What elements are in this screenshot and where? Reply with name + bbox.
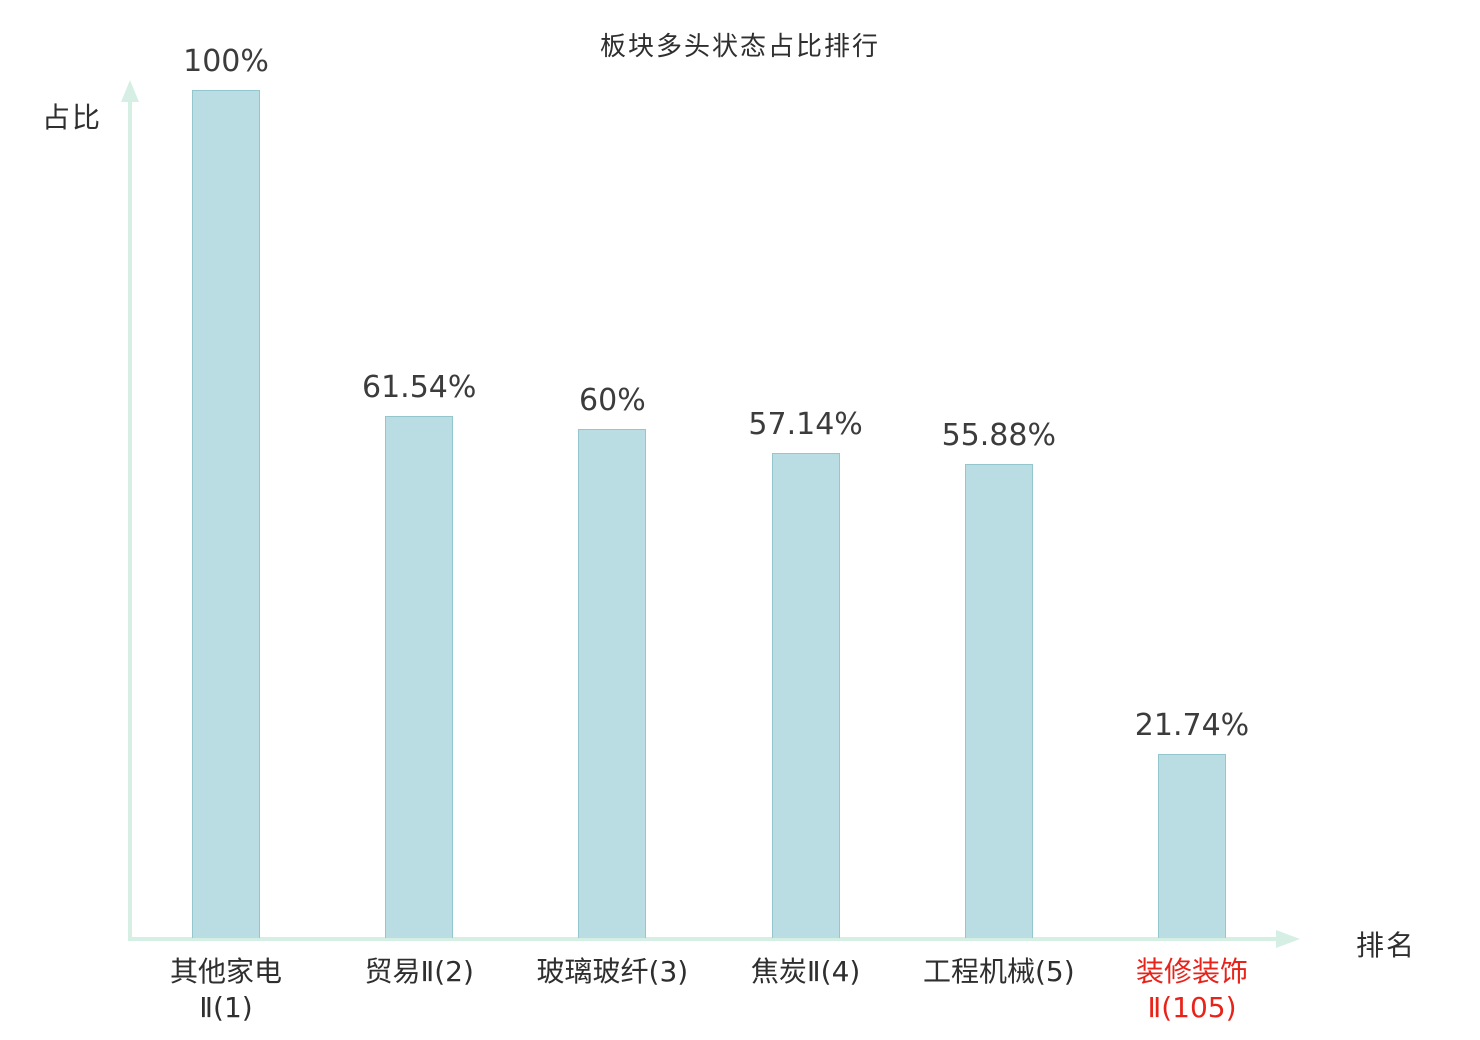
bar [578,429,647,938]
bar-value-label: 61.54% [361,370,477,406]
bar-category-label: 工程机械(5) [922,955,1075,988]
bar-value-label: 55.88% [941,418,1056,454]
y-axis-label: 占比 [42,101,103,134]
x-axis-arrow-icon [1276,930,1300,948]
bar [771,453,840,938]
bar-value-label: 100% [183,44,269,79]
bar [385,416,454,938]
x-axis-label: 排名 [1356,929,1417,962]
bar-category-label: 贸易Ⅱ(2) [364,955,474,988]
bar [192,90,260,938]
bar-category-label: 焦炭Ⅱ(4) [750,955,861,988]
bar-value-label: 57.14% [748,407,863,443]
bar-category-label: 玻璃玻纤(3) [536,955,689,988]
bar-value-label: 21.74% [1134,707,1250,743]
bar-category-label: 装修装饰 Ⅱ(105) [1135,955,1248,1025]
y-axis-arrow-icon [121,80,139,102]
bar [964,464,1033,938]
chart-title: 板块多头状态占比排行 [599,32,880,62]
bar [1158,753,1226,938]
bar-category-label: 其他家电 Ⅱ(1) [169,955,282,1025]
bar-value-label: 60% [579,383,646,419]
